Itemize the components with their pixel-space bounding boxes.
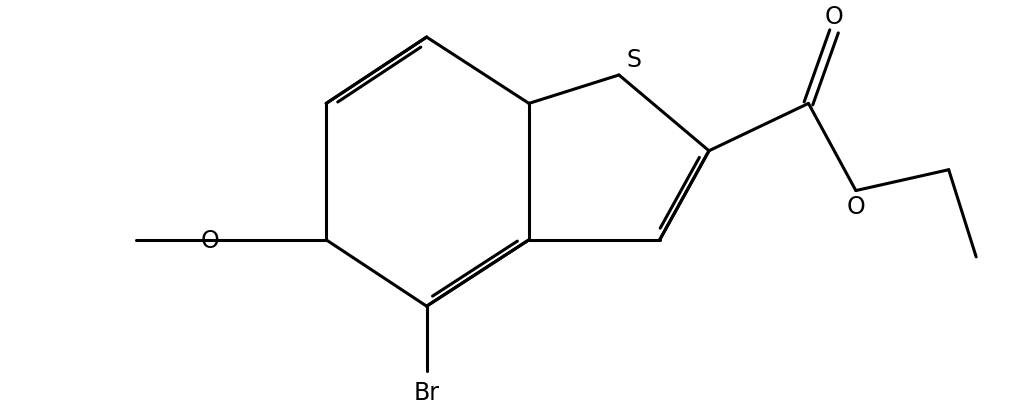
Text: O: O [200, 228, 219, 252]
Text: O: O [824, 4, 843, 29]
Text: S: S [626, 48, 641, 72]
Text: O: O [846, 195, 864, 219]
Text: Br: Br [414, 380, 439, 404]
